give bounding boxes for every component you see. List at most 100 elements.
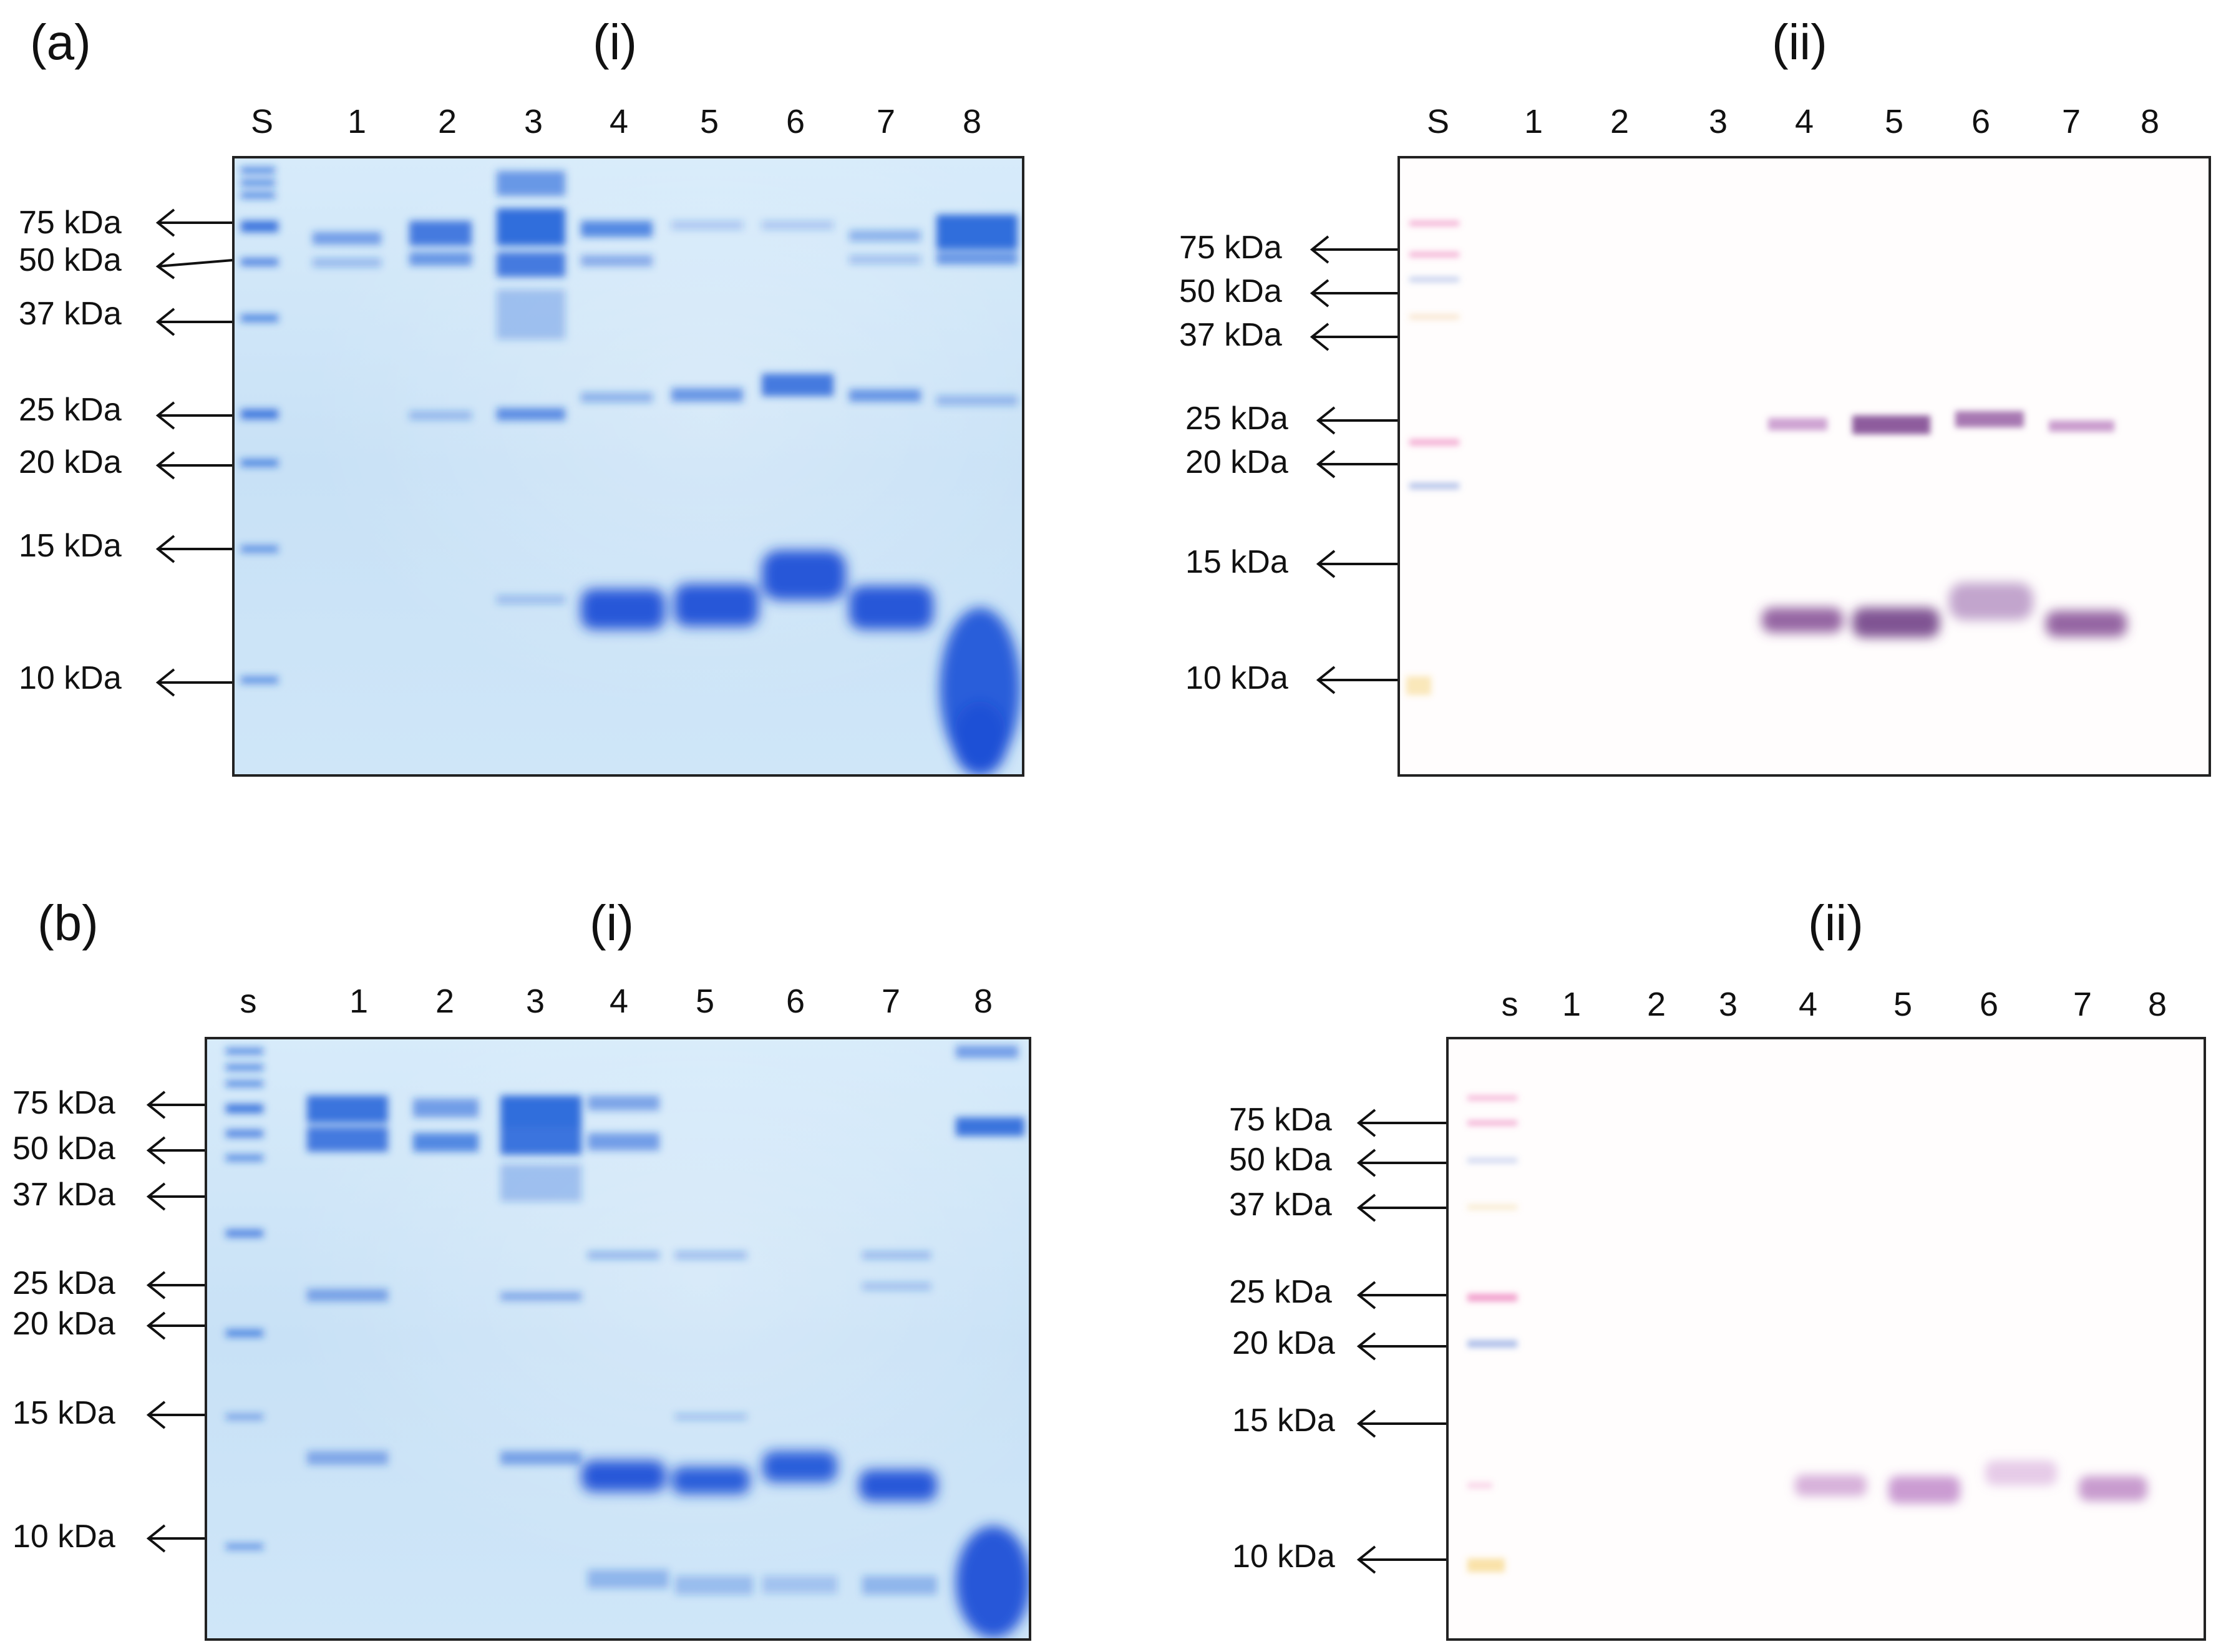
- marker-15: 15 kDa: [19, 524, 234, 568]
- marker-label: 50 kDa: [19, 242, 122, 278]
- lane-label: 5: [1884, 103, 1904, 140]
- marker-20: 20 kDa: [1232, 1321, 1454, 1365]
- lane-label: 3: [525, 983, 545, 1020]
- panel-a-ii-lane-labels: S 1 2 3 4 5 6 7 8: [0, 100, 2226, 143]
- lane-label: 2: [1610, 103, 1630, 140]
- marker-10: 10 kDa: [12, 1515, 237, 1558]
- marker-label: 10 kDa: [12, 1518, 115, 1555]
- lane-label: 4: [609, 103, 629, 140]
- left-arrow-icon: [155, 401, 233, 430]
- marker-label: 15 kDa: [12, 1395, 115, 1431]
- panel-b-ii-lane-labels: s 1 2 3 4 5 6 7 8: [0, 983, 2226, 1026]
- lane-label: 8: [2147, 986, 2167, 1023]
- lane-label: 5: [1893, 986, 1913, 1023]
- lane-label: 6: [1979, 986, 1999, 1023]
- marker-50: 50 kDa: [19, 238, 234, 282]
- panel-a-label: (a): [30, 14, 91, 70]
- blot-bands: [1467, 1096, 2147, 1572]
- lane-label: 2: [435, 983, 455, 1020]
- marker-label: 75 kDa: [19, 205, 122, 241]
- marker-label: 75 kDa: [1229, 1102, 1332, 1138]
- gel-bands: [226, 1046, 1029, 1638]
- left-arrow-icon: [155, 252, 233, 279]
- left-arrow-icon: [1316, 406, 1406, 435]
- lane-label: 3: [1708, 103, 1728, 140]
- lane-label: 4: [1798, 986, 1818, 1023]
- lane-label: 7: [2073, 986, 2092, 1023]
- marker-label: 37 kDa: [19, 296, 122, 332]
- marker-25: 25 kDa: [19, 388, 234, 432]
- marker-50: 50 kDa: [1179, 270, 1404, 313]
- marker-label: 37 kDa: [12, 1177, 115, 1213]
- marker-75: 75 kDa: [12, 1081, 237, 1125]
- left-arrow-icon: [1356, 1409, 1446, 1438]
- lane-label: 1: [1562, 986, 1582, 1023]
- panel-b-i-label: (i): [590, 895, 634, 951]
- marker-label: 15 kDa: [19, 528, 122, 564]
- marker-20: 20 kDa: [1185, 440, 1406, 484]
- marker-label: 37 kDa: [1229, 1187, 1332, 1223]
- left-arrow-icon: [1316, 550, 1406, 578]
- panel-a-i-lane-labels: S 1 2 3 4 5 6 7 8: [0, 100, 1061, 143]
- gel-a-ii-western-blot: [1397, 156, 2211, 777]
- left-arrow-icon: [1316, 666, 1406, 694]
- marker-label: 50 kDa: [1229, 1142, 1332, 1178]
- marker-label: 20 kDa: [12, 1306, 115, 1342]
- marker-10: 10 kDa: [1185, 656, 1406, 700]
- left-arrow-icon: [1316, 450, 1406, 479]
- left-arrow-icon: [155, 308, 233, 336]
- lane-label: 5: [699, 103, 719, 140]
- lane-label: S: [250, 103, 274, 140]
- marker-50: 50 kDa: [12, 1127, 237, 1170]
- marker-37: 37 kDa: [1179, 313, 1404, 357]
- marker-label: 10 kDa: [19, 660, 122, 696]
- marker-label: 10 kDa: [1185, 660, 1288, 696]
- lane-label: S: [1426, 103, 1450, 140]
- marker-75: 75 kDa: [19, 201, 234, 245]
- marker-37: 37 kDa: [19, 292, 234, 336]
- marker-label: 25 kDa: [19, 392, 122, 428]
- panel-a-ii-label: (ii): [1772, 14, 1827, 70]
- left-arrow-icon: [1356, 1545, 1446, 1574]
- left-arrow-icon: [1356, 1149, 1446, 1177]
- marker-25: 25 kDa: [1185, 397, 1406, 440]
- marker-20: 20 kDa: [19, 440, 234, 484]
- marker-15: 15 kDa: [1232, 1399, 1454, 1442]
- lane-label: 8: [973, 983, 993, 1020]
- marker-37: 37 kDa: [1229, 1183, 1454, 1227]
- marker-75: 75 kDa: [1179, 226, 1404, 270]
- left-arrow-icon: [155, 668, 233, 697]
- gel-bands: [241, 167, 1021, 774]
- gel-b-i-coomassie: [205, 1037, 1031, 1641]
- marker-label: 75 kDa: [12, 1085, 115, 1121]
- marker-75: 75 kDa: [1229, 1098, 1454, 1142]
- left-arrow-icon: [1356, 1332, 1446, 1361]
- lane-label: 8: [2140, 103, 2160, 140]
- lane-label: 7: [2061, 103, 2081, 140]
- lane-label: s: [240, 983, 257, 1020]
- left-arrow-icon: [1356, 1193, 1446, 1222]
- lane-label: 3: [1718, 986, 1738, 1023]
- lane-label: 1: [1524, 103, 1543, 140]
- panel-b-ii-label: (ii): [1808, 895, 1864, 951]
- lane-label: 3: [523, 103, 543, 140]
- marker-label: 25 kDa: [1185, 401, 1288, 437]
- marker-label: 75 kDa: [1179, 230, 1282, 266]
- marker-label: 20 kDa: [19, 444, 122, 480]
- marker-label: 15 kDa: [1185, 544, 1288, 580]
- left-arrow-icon: [155, 535, 233, 563]
- lane-label: 5: [695, 983, 715, 1020]
- marker-label: 25 kDa: [1229, 1274, 1332, 1310]
- lane-label: 7: [881, 983, 901, 1020]
- panel-a-i-label: (i): [593, 14, 638, 70]
- lane-label: 6: [785, 983, 805, 1020]
- marker-10: 10 kDa: [19, 656, 234, 700]
- marker-15: 15 kDa: [1185, 540, 1406, 584]
- lane-label: 6: [1971, 103, 1991, 140]
- lane-label: 1: [347, 103, 367, 140]
- marker-50: 50 kDa: [1229, 1138, 1454, 1182]
- left-arrow-icon: [1310, 279, 1399, 308]
- lane-label: 2: [1646, 986, 1666, 1023]
- panel-b-i-lane-labels: s 1 2 3 4 5 6 7 8: [0, 979, 1061, 1023]
